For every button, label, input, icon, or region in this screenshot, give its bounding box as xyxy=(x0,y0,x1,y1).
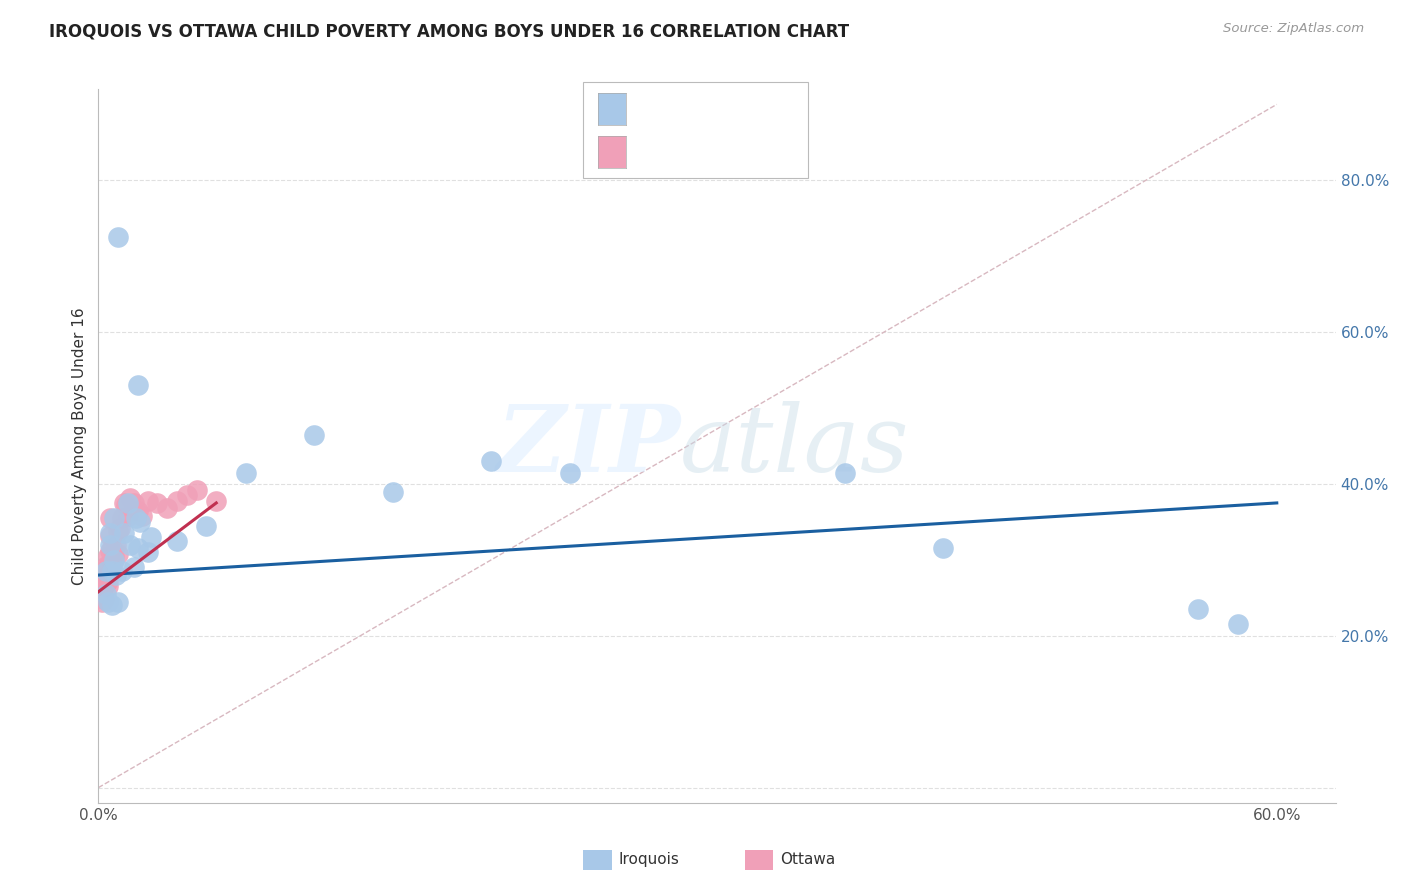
Y-axis label: Child Poverty Among Boys Under 16: Child Poverty Among Boys Under 16 xyxy=(72,307,87,585)
Text: Source: ZipAtlas.com: Source: ZipAtlas.com xyxy=(1223,22,1364,36)
Text: N =: N = xyxy=(727,145,761,159)
Text: IROQUOIS VS OTTAWA CHILD POVERTY AMONG BOYS UNDER 16 CORRELATION CHART: IROQUOIS VS OTTAWA CHILD POVERTY AMONG B… xyxy=(49,22,849,40)
Point xyxy=(382,484,405,499)
Point xyxy=(122,496,145,510)
Point xyxy=(118,491,141,505)
Point xyxy=(98,528,121,542)
Point xyxy=(479,454,502,468)
Point xyxy=(107,230,129,244)
Point xyxy=(107,524,129,538)
Point xyxy=(112,496,135,510)
Text: 34: 34 xyxy=(765,102,786,116)
Point xyxy=(103,553,125,567)
Text: atlas: atlas xyxy=(681,401,910,491)
Point xyxy=(98,543,121,558)
Point xyxy=(97,574,120,588)
Point xyxy=(98,526,121,541)
Point xyxy=(166,533,188,548)
Text: ZIP: ZIP xyxy=(496,401,681,491)
Point xyxy=(96,564,118,578)
Point xyxy=(105,568,128,582)
Point xyxy=(115,498,138,512)
Point xyxy=(128,515,150,529)
Point xyxy=(166,493,188,508)
Point xyxy=(205,493,228,508)
Point xyxy=(156,501,179,516)
Point xyxy=(1187,602,1209,616)
Point xyxy=(96,587,118,601)
Point xyxy=(91,594,114,608)
Point xyxy=(141,530,163,544)
Text: 36: 36 xyxy=(765,145,786,159)
Point xyxy=(235,466,257,480)
Point xyxy=(108,521,131,535)
Point xyxy=(117,496,139,510)
Point xyxy=(304,427,326,442)
Point xyxy=(96,558,118,573)
Point xyxy=(103,511,125,525)
Point xyxy=(122,560,145,574)
Point xyxy=(107,594,129,608)
Point xyxy=(93,579,115,593)
Point xyxy=(101,557,124,571)
Point xyxy=(127,503,149,517)
Point xyxy=(136,545,159,559)
Point xyxy=(131,508,153,523)
Point xyxy=(127,541,149,556)
Point xyxy=(127,378,149,392)
Point xyxy=(111,564,134,578)
Point xyxy=(186,483,208,497)
Point xyxy=(97,579,120,593)
Point xyxy=(101,599,124,613)
Point xyxy=(117,508,139,523)
Text: Iroquois: Iroquois xyxy=(619,853,679,867)
Point xyxy=(98,538,121,552)
Point xyxy=(103,549,125,563)
Point xyxy=(136,493,159,508)
Point xyxy=(111,511,134,525)
Text: 0.141: 0.141 xyxy=(675,102,718,116)
Point xyxy=(97,568,120,582)
Point xyxy=(101,541,124,556)
Point xyxy=(93,592,115,607)
Point xyxy=(105,538,128,552)
Text: R =: R = xyxy=(636,102,669,116)
Text: Ottawa: Ottawa xyxy=(780,853,835,867)
Point xyxy=(112,526,135,541)
Point xyxy=(118,538,141,552)
Point xyxy=(91,577,114,591)
Point xyxy=(97,594,120,608)
Point xyxy=(195,518,218,533)
Point xyxy=(146,496,169,510)
Point xyxy=(96,575,118,590)
Text: N =: N = xyxy=(727,102,761,116)
Point xyxy=(1226,617,1249,632)
Point xyxy=(558,466,581,480)
Point xyxy=(97,549,120,563)
Point xyxy=(97,558,120,573)
Point xyxy=(834,466,856,480)
Point xyxy=(101,564,124,578)
Point xyxy=(98,511,121,525)
Point xyxy=(107,547,129,561)
Text: 0.241: 0.241 xyxy=(675,145,718,159)
Point xyxy=(932,541,955,556)
Point xyxy=(176,488,198,502)
Text: R =: R = xyxy=(636,145,669,159)
Point xyxy=(125,511,148,525)
